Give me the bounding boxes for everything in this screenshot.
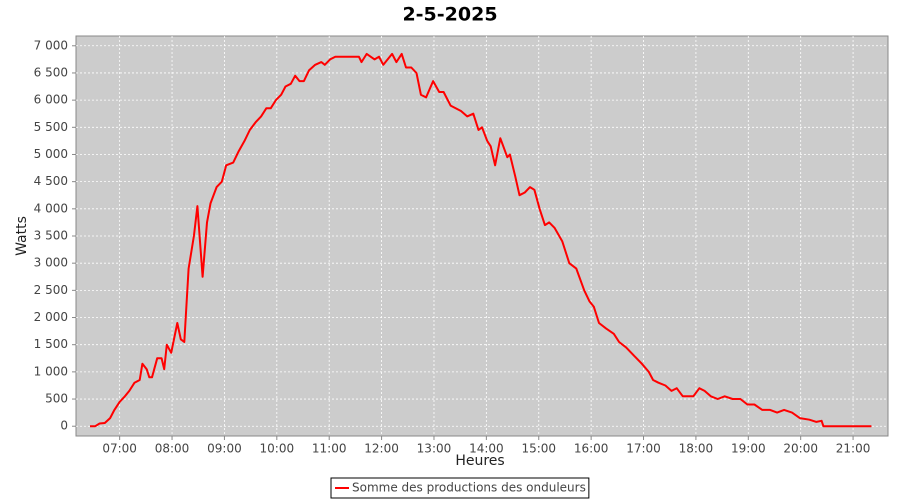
y-tick-label: 6 500 [34, 65, 68, 79]
x-tick-label: 21:00 [836, 442, 871, 456]
y-tick-label: 1 000 [34, 364, 68, 378]
legend-label: Somme des productions des onduleurs [352, 481, 586, 495]
y-tick-label: 3 000 [34, 256, 68, 270]
x-tick-label: 17:00 [626, 442, 661, 456]
y-tick-label: 2 500 [34, 283, 68, 297]
chart-title: 2-5-2025 [402, 4, 497, 26]
y-axis-label: Watts [14, 216, 30, 256]
x-tick-label: 12:00 [364, 442, 399, 456]
y-tick-label: 0 [60, 419, 68, 433]
x-axis-label: Heures [455, 453, 504, 469]
x-tick-label: 18:00 [679, 442, 714, 456]
x-tick-label: 15:00 [521, 442, 556, 456]
x-tick-label: 11:00 [312, 442, 347, 456]
x-tick-label: 20:00 [783, 442, 818, 456]
y-tick-label: 7 000 [34, 38, 68, 52]
legend-box [330, 477, 590, 499]
y-tick-label: 6 000 [34, 93, 68, 107]
x-tick-label: 13:00 [417, 442, 452, 456]
y-tick-label: 5 000 [34, 147, 68, 161]
y-tick-label: 5 500 [34, 120, 68, 134]
x-tick-label: 08:00 [155, 442, 190, 456]
x-tick-label: 14:00 [469, 442, 504, 456]
y-tick-label: 2 000 [34, 310, 68, 324]
x-tick-label: 19:00 [731, 442, 766, 456]
y-tick-label: 4 500 [34, 174, 68, 188]
legend: Somme des productions des onduleurs [330, 477, 590, 499]
y-tick-label: 1 500 [34, 337, 68, 351]
x-tick-label: 16:00 [574, 442, 609, 456]
x-tick-label: 10:00 [260, 442, 295, 456]
x-tick-label: 07:00 [102, 442, 137, 456]
y-tick-label: 500 [45, 392, 68, 406]
y-tick-label: 4 000 [34, 201, 68, 215]
y-tick-label: 3 500 [34, 229, 68, 243]
x-tick-label: 09:00 [207, 442, 242, 456]
line-series [90, 52, 872, 428]
